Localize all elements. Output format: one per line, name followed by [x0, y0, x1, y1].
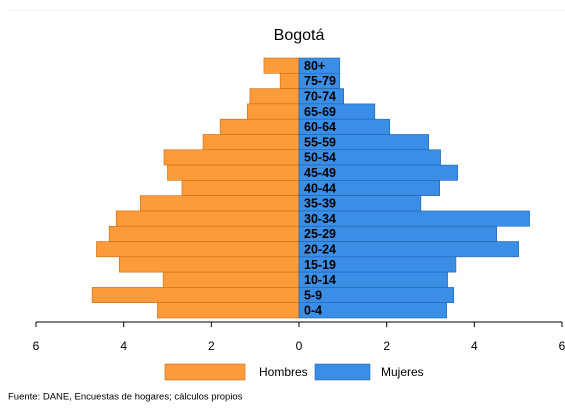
legend-swatch — [314, 363, 371, 381]
bar — [298, 302, 448, 319]
bar — [108, 225, 300, 242]
category-label: 70-74 — [304, 90, 336, 104]
bar — [246, 103, 300, 120]
category-label: 80+ — [304, 59, 325, 73]
category-label: 55-59 — [304, 135, 336, 149]
category-label: 65-69 — [304, 105, 336, 119]
bar — [219, 118, 300, 135]
x-tick-label: 2 — [383, 339, 390, 353]
category-label: 50-54 — [304, 151, 336, 165]
category-label: 20-24 — [304, 242, 336, 256]
bar — [115, 210, 300, 227]
x-tick-label: 2 — [208, 339, 215, 353]
category-label: 40-44 — [304, 181, 336, 195]
category-label: 25-29 — [304, 227, 336, 241]
chart-title: Bogotá — [274, 27, 325, 44]
legend-label: Mujeres — [381, 365, 424, 379]
bar — [263, 57, 300, 74]
bar — [162, 271, 300, 288]
x-tick-label: 6 — [33, 339, 40, 353]
category-label: 0-4 — [304, 304, 322, 318]
category-label: 30-34 — [304, 212, 336, 226]
legend-swatch — [164, 363, 246, 381]
bar — [140, 195, 300, 212]
x-tick-label: 0 — [296, 339, 303, 353]
legend-label: Hombres — [259, 365, 308, 379]
bar — [249, 88, 300, 105]
x-tick-label: 6 — [559, 339, 565, 353]
source-note: Fuente: DANE, Encuestas de hogares; cálc… — [8, 392, 243, 403]
bar — [91, 287, 300, 304]
category-label: 45-49 — [304, 166, 336, 180]
bar — [202, 134, 300, 151]
bar — [163, 149, 300, 166]
bar — [157, 302, 300, 319]
category-label: 5-9 — [304, 288, 322, 302]
bar — [181, 180, 300, 196]
bar — [279, 72, 300, 89]
x-tick-label: 4 — [471, 339, 478, 353]
category-label: 60-64 — [304, 120, 336, 134]
bar — [96, 241, 300, 258]
bar — [298, 287, 455, 304]
x-tick-label: 4 — [120, 339, 127, 353]
bar — [167, 164, 300, 181]
bar — [118, 256, 300, 273]
category-label: 10-14 — [304, 273, 336, 287]
category-label: 15-19 — [304, 258, 336, 272]
category-label: 35-39 — [304, 197, 336, 211]
category-label: 75-79 — [304, 74, 336, 88]
